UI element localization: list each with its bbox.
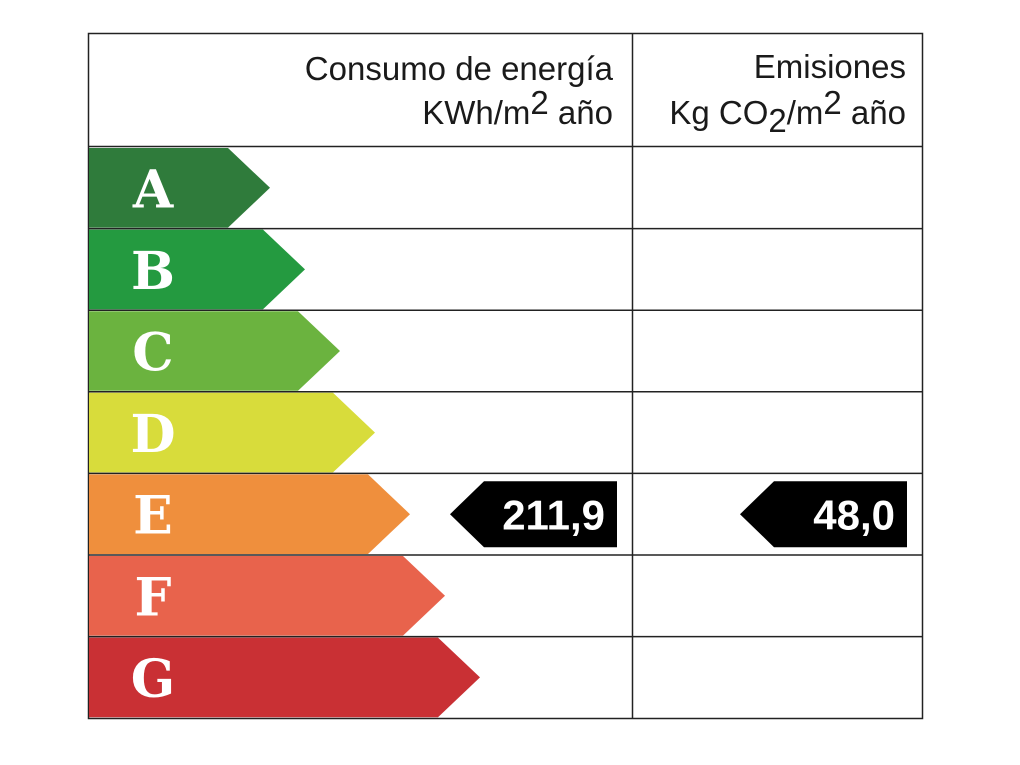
unit-part: año	[842, 94, 906, 131]
unit-part: KWh/m	[422, 94, 530, 131]
class-letter: C	[132, 323, 173, 384]
class-arrow	[89, 474, 410, 554]
emissions-unit: Kg CO2/m2 año	[669, 84, 906, 139]
class-letter: A	[132, 159, 174, 220]
class-arrow	[89, 637, 480, 718]
unit-part: 2	[530, 84, 548, 121]
energy-unit: KWh/m2 año	[422, 84, 613, 131]
class-letter: D	[130, 404, 175, 465]
rating-badge	[740, 481, 907, 548]
rating-value: 211,9	[502, 492, 605, 539]
class-letter: F	[135, 567, 172, 628]
class-arrow	[89, 556, 445, 636]
frame	[87, 32, 924, 720]
unit-part: año	[549, 94, 613, 131]
energy-title: Consumo de energía	[305, 50, 614, 87]
rating-value: 48,0	[813, 492, 895, 539]
unit-part: 2	[823, 84, 841, 121]
unit-part: 2	[768, 102, 786, 139]
class-arrow	[89, 148, 270, 228]
unit-part: Kg CO	[669, 94, 768, 131]
class-letter: G	[131, 649, 175, 710]
unit-part: /m	[787, 94, 824, 131]
class-arrow	[89, 392, 375, 473]
class-arrow	[89, 311, 340, 391]
class-letter: E	[133, 486, 173, 547]
rating-badge	[450, 481, 617, 548]
emissions-title: Emisiones	[754, 48, 906, 85]
class-arrow	[89, 229, 305, 310]
class-letter: B	[131, 241, 175, 302]
